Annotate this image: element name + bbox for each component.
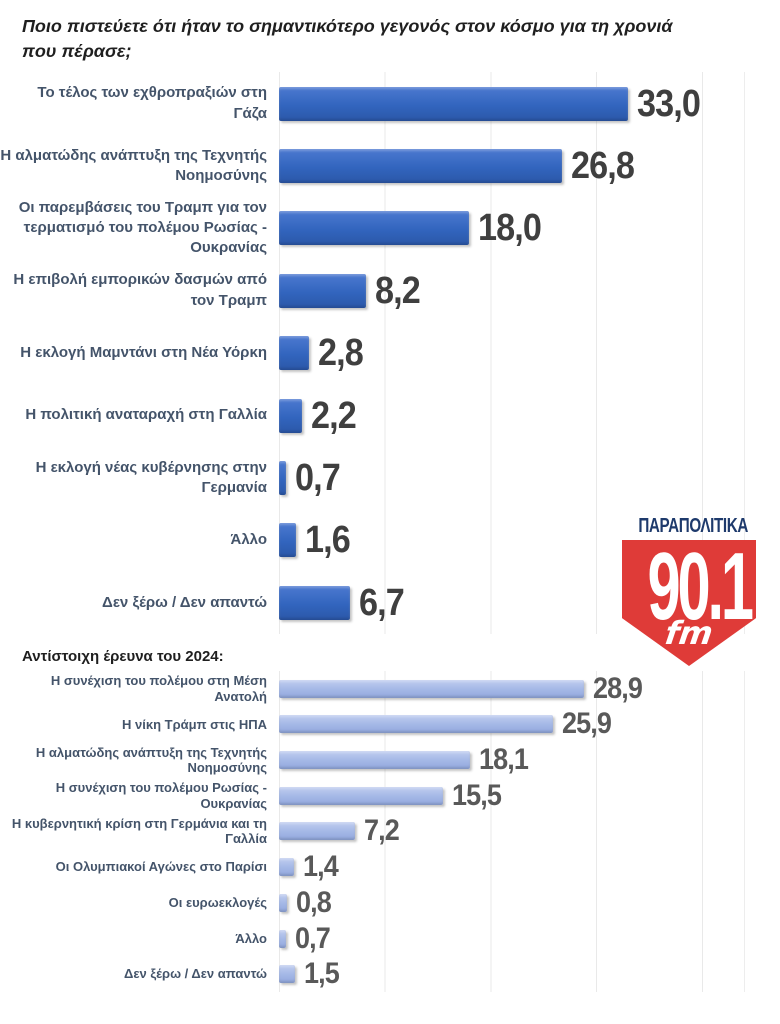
logo-brand-text: ΠΑΡΑΠΟΛΙΤΙΚΑ (638, 515, 748, 537)
logo-band: fm (662, 613, 716, 652)
category-label: Η αλματώδης ανάπτυξη της Τεχνητής Νοημοσ… (35, 744, 267, 776)
parapolitika-logo: ΠΑΡΑΠΟΛΙΤΙΚΑ 90.1 fm (622, 516, 758, 666)
bar-row: Η νίκη Τράμπ στις ΗΠΑ 25,9 (0, 706, 780, 743)
value-label: 8,2 (374, 269, 421, 312)
bar-row: Το τέλος των εχθροπραξιών στη Γάζα 33,0 (0, 72, 780, 135)
value-label: 26,8 (571, 144, 635, 187)
value-label: 28,9 (593, 671, 643, 705)
category-label: Η συνέχιση του πολέμου στη Μέση Ανατολή (50, 673, 267, 704)
bar-row: Η συνέχιση του πολέμου στη Μέση Ανατολή 2… (0, 670, 780, 707)
chart-2024: Η συνέχιση του πολέμου στη Μέση Ανατολή 2… (0, 670, 780, 993)
bar (279, 715, 553, 734)
survey-2024-header: Αντίστοιχη έρευνα του 2024: (22, 647, 224, 665)
bar-row: Οι ευρωεκλογές 0,8 (0, 885, 780, 921)
bar-row: Άλλο 0,7 (0, 920, 780, 957)
value-label: 18,0 (478, 207, 542, 250)
bar (279, 751, 471, 770)
plot-area: 26,8 (279, 134, 745, 198)
bar-row: Η αλματώδης ανάπτυξη της Τεχνητής Νοημοσ… (0, 742, 780, 778)
bar (279, 858, 294, 877)
value-label: 1,5 (303, 957, 340, 991)
value-label: 2,2 (311, 394, 357, 437)
value-label: 1,4 (302, 850, 339, 884)
bar-row: Οι Ολυμπιακοί Αγώνες στο Παρίσι 1,4 (0, 849, 780, 886)
category-label: Οι ευρωεκλογές (168, 895, 267, 911)
category-label: Η κυβερνητική κρίση στη Γερμάνια και τη … (11, 815, 267, 847)
bar-row: Η επιβολή εμπορικών δασμών από τον Τραμπ… (0, 259, 780, 322)
value-label: 2,8 (317, 332, 364, 375)
value-label: 18,1 (479, 743, 529, 777)
category-label: Δεν ξέρω / Δεν απαντώ (124, 966, 267, 982)
plot-area: 7,2 (279, 813, 745, 850)
plot-area: 0,7 (279, 446, 745, 510)
bar (279, 86, 628, 121)
plot-area: 1,5 (279, 956, 745, 993)
bar (279, 929, 287, 948)
bar-row: Δεν ξέρω / Δεν απαντώ 1,5 (0, 956, 780, 993)
plot-area: 0,8 (279, 885, 745, 921)
category-label: Η συνέχιση του πολέμου Ρωσίας - Ουκρανία… (55, 780, 267, 811)
plot-area: 25,9 (279, 706, 745, 743)
category-label: Το τέλος των εχθροπραξιών στη Γάζα (37, 84, 267, 122)
category-label: Οι παρεμβάσεις του Τραμπ για τον τερματι… (18, 198, 267, 257)
category-label: Η εκλογή Μαμντάνι στη Νέα Υόρκη (20, 344, 267, 361)
bar (279, 893, 288, 912)
value-label: 7,2 (364, 814, 400, 848)
bar-row: Η κυβερνητική κρίση στη Γερμάνια και τη … (0, 813, 780, 850)
bar (279, 822, 356, 841)
bar (279, 965, 295, 984)
value-label: 0,7 (295, 456, 341, 499)
bar (279, 398, 303, 433)
value-label: 0,7 (295, 921, 331, 955)
bar-row: Η εκλογή νέας κυβέρνησης στην Γερμανία 0,… (0, 446, 780, 510)
category-label: Οι Ολυμπιακοί Αγώνες στο Παρίσι (55, 859, 267, 875)
plot-area: 15,5 (279, 777, 745, 814)
bar (279, 679, 585, 698)
bar (279, 786, 443, 805)
bar-row: Η εκλογή Μαμντάνι στη Νέα Υόρκη 2,8 (0, 321, 780, 385)
plot-area: 8,2 (279, 259, 745, 322)
value-label: 33,0 (636, 82, 701, 125)
bar (279, 336, 309, 371)
plot-area: 2,8 (279, 321, 745, 385)
value-label: 6,7 (358, 581, 405, 624)
value-label: 15,5 (451, 778, 502, 812)
bar-row: Η αλματώδης ανάπτυξη της Τεχνητής Νοημοσ… (0, 134, 780, 198)
value-label: 0,8 (296, 885, 332, 919)
category-label: Η επιβολή εμπορικών δασμών από τον Τραμπ (13, 271, 267, 309)
category-label: Η αλματώδης ανάπτυξη της Τεχνητής Νοημοσ… (0, 146, 267, 184)
bar-row: Η πολιτική αναταραχή στη Γαλλία 2,2 (0, 384, 780, 447)
bar (279, 460, 287, 495)
bar (279, 148, 563, 183)
page-title: Ποιο πιστεύετε ότι ήταν το σημαντικότερο… (22, 16, 673, 62)
bar-row: Η συνέχιση του πολέμου Ρωσίας - Ουκρανία… (0, 777, 780, 814)
plot-area: 0,7 (279, 920, 745, 957)
plot-area: 28,9 (279, 670, 745, 707)
value-label: 1,6 (304, 519, 351, 562)
bar (279, 585, 350, 620)
logo-shield: 90.1 fm (622, 540, 756, 666)
plot-area: 2,2 (279, 384, 745, 447)
plot-area: 33,0 (279, 72, 745, 135)
plot-area: 18,1 (279, 742, 745, 778)
logo-frequency: 90.1 (647, 540, 754, 640)
bar (279, 211, 470, 246)
bar (279, 273, 366, 308)
plot-area: 18,0 (279, 197, 745, 260)
bar-row: Οι παρεμβάσεις του Τραμπ για τον τερματι… (0, 197, 780, 260)
category-label: Δεν ξέρω / Δεν απαντώ (102, 593, 267, 611)
category-label: Άλλο (230, 531, 268, 549)
category-label: Η νίκη Τράμπ στις ΗΠΑ (122, 716, 267, 732)
plot-area: 1,4 (279, 849, 745, 886)
value-label: 25,9 (561, 707, 612, 741)
bar (279, 523, 296, 558)
category-label: Άλλο (235, 930, 267, 946)
category-label: Η πολιτική αναταραχή στη Γαλλία (25, 406, 267, 424)
category-label: Η εκλογή νέας κυβέρνησης στην Γερμανία (35, 458, 267, 496)
